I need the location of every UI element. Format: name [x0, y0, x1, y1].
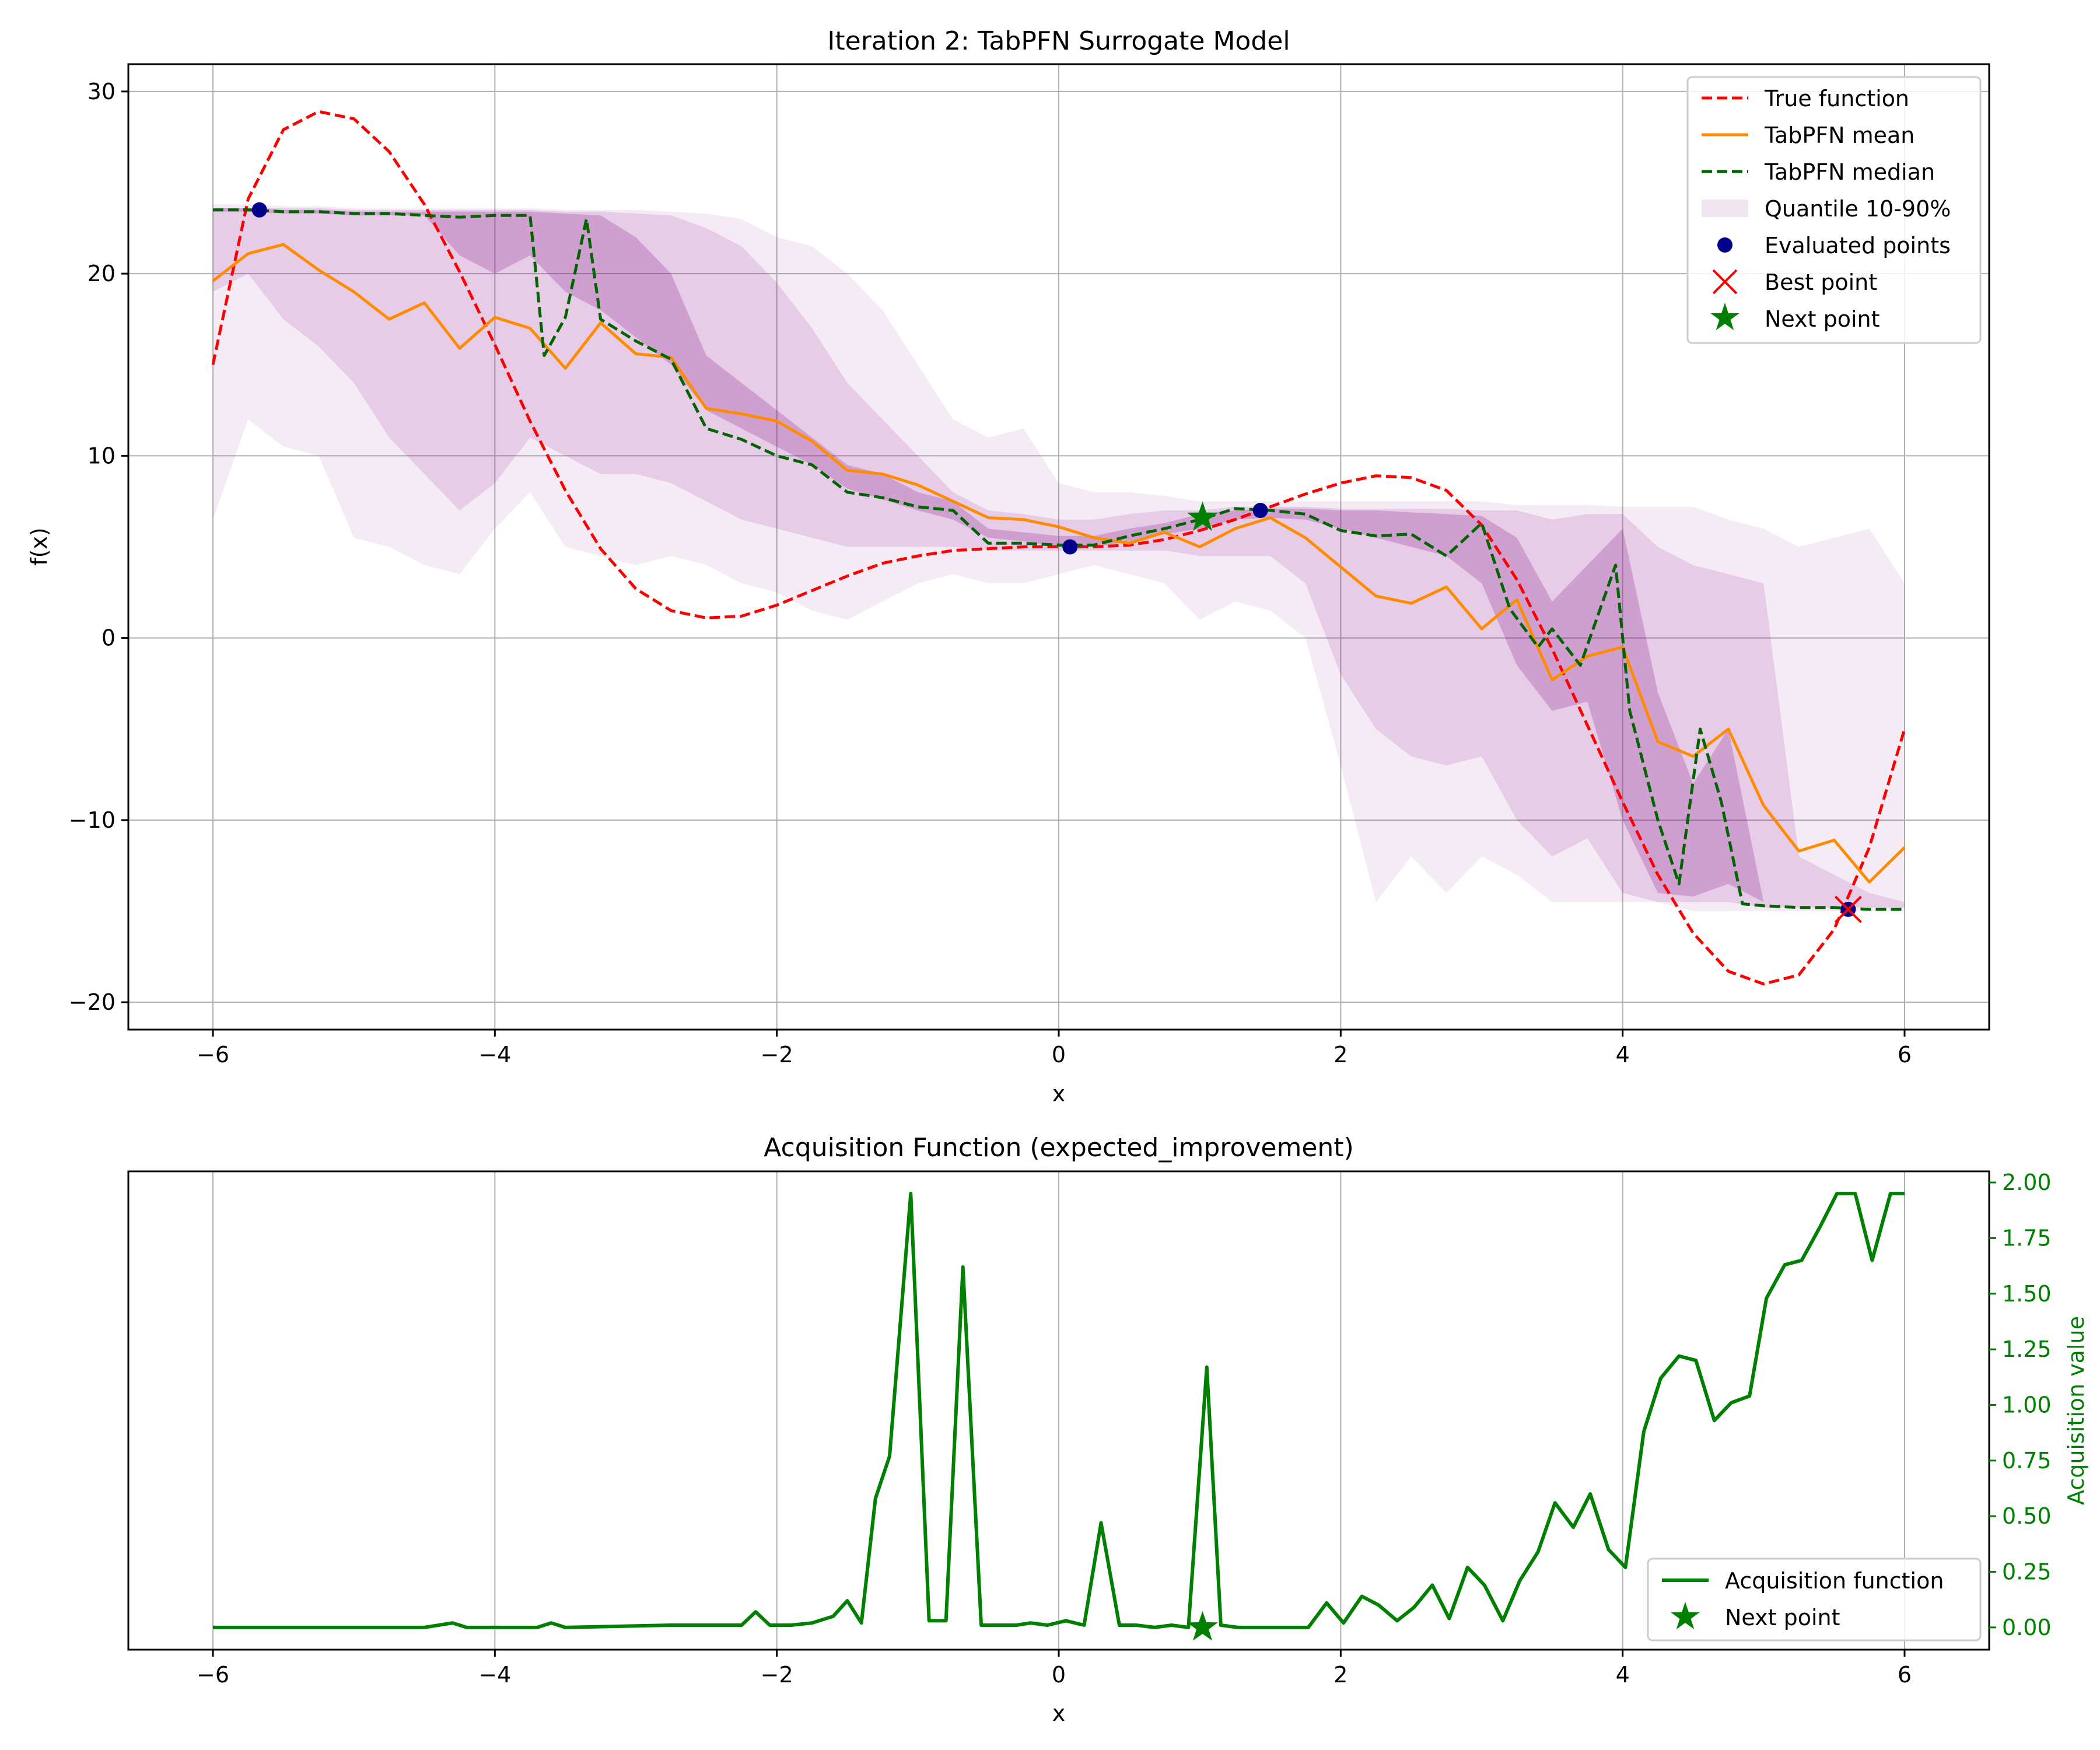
legend-evaluated-swatch — [1717, 237, 1732, 253]
quantile-band-10-90 — [213, 204, 1905, 911]
legend-next-point-swatch — [1671, 1602, 1700, 1629]
top-y-tick-label: 20 — [88, 261, 116, 286]
top-x-ticks: −6 −4 −2 0 2 4 6 — [197, 1030, 1912, 1068]
top-y-tick-label: 30 — [88, 79, 116, 104]
bottom-x-tick-label: −4 — [478, 1662, 511, 1688]
bottom-series-lines — [213, 1192, 1905, 1629]
bottom-y-ticks: 0.00 0.25 0.50 0.75 1.00 1.25 1.50 1.75 2.00 — [1989, 1170, 2052, 1640]
bottom-x-axis-label: x — [1052, 1700, 1066, 1726]
top-series-lines — [211, 110, 1906, 986]
legend-next-point-label: Next point — [1725, 1605, 1840, 1630]
legend-best-swatch — [1712, 269, 1738, 295]
top-y-tick-label: 10 — [88, 443, 116, 468]
bottom-y-tick-label: 2.00 — [2002, 1170, 2052, 1195]
top-x-tick-label: −6 — [197, 1042, 229, 1068]
top-chart-title: Iteration 2: TabPFN Surrogate Model — [827, 26, 1290, 56]
top-y-tick-label: −10 — [69, 807, 116, 833]
best-point-marker — [1834, 895, 1862, 923]
bottom-x-tick-label: 2 — [1334, 1662, 1348, 1688]
top-x-tick-label: 6 — [1898, 1042, 1912, 1068]
top-x-tick-label: −2 — [761, 1042, 793, 1068]
legend-true-function-label: True function — [1764, 86, 1909, 111]
bottom-x-tick-label: 4 — [1616, 1662, 1630, 1688]
legend-quantile-label: Quantile 10-90% — [1765, 196, 1951, 222]
bottom-legend-box — [1647, 1558, 1982, 1642]
top-x-axis-label: x — [1052, 1081, 1066, 1107]
top-x-tick-label: −4 — [478, 1042, 511, 1068]
legend-median-label: TabPFN median — [1764, 159, 1935, 185]
top-legend: True function TabPFN mean TabPFN median … — [1686, 76, 1982, 344]
bottom-y-tick-label: 1.00 — [2002, 1392, 2052, 1418]
bottom-y-tick-label: 0.25 — [2002, 1559, 2052, 1585]
top-y-ticks: −20 −10 0 10 20 30 — [69, 79, 128, 1015]
bottom-legend: Acquisition function Next point — [1647, 1558, 1982, 1642]
top-x-tick-label: 4 — [1616, 1042, 1630, 1068]
bottom-y-tick-label: 0.50 — [2002, 1503, 2052, 1529]
bottom-markers — [1186, 1611, 1219, 1641]
tabpfn-mean-line — [212, 243, 1906, 884]
bottom-x-ticks: −6 −4 −2 0 2 4 6 — [197, 1650, 1912, 1688]
bottom-x-tick-label: 6 — [1898, 1662, 1912, 1688]
top-y-tick-label: 0 — [102, 625, 116, 651]
evaluated-point — [251, 202, 267, 218]
bottom-x-tick-label: 0 — [1052, 1662, 1066, 1688]
top-markers — [251, 202, 1862, 923]
bottom-y-tick-label: 0.75 — [2002, 1448, 2052, 1474]
top-y-axis-label: f(x) — [26, 527, 52, 566]
acquisition-next-point-marker — [1186, 1611, 1219, 1641]
legend-quantile-swatch — [1702, 200, 1748, 217]
legend-next-label: Next point — [1765, 306, 1880, 332]
top-x-tick-label: 2 — [1334, 1042, 1348, 1068]
bottom-y-tick-label: 0.00 — [2002, 1615, 2052, 1640]
bottom-chart-title: Acquisition Function (expected_improveme… — [764, 1133, 1353, 1163]
acquisition-panel: −6 −4 −2 0 2 4 6 0.00 0.25 0.50 0.75 1.00 1.25 1.50 1… — [127, 1133, 2089, 1726]
quantile-band-layers — [213, 204, 1905, 911]
evaluated-point — [1062, 539, 1078, 555]
legend-acquisition-label: Acquisition function — [1725, 1568, 1944, 1594]
top-legend-box — [1686, 76, 1982, 344]
legend-next-swatch — [1710, 303, 1740, 330]
top-x-tick-label: 0 — [1052, 1042, 1066, 1068]
quantile-band-25-75 — [213, 208, 1905, 908]
bottom-y-tick-label: 1.25 — [2002, 1336, 2052, 1362]
evaluated-point — [1252, 503, 1268, 519]
bottom-y-tick-label: 1.75 — [2002, 1225, 2052, 1251]
quantile-band-40-60 — [213, 208, 1905, 908]
top-y-tick-label: −20 — [69, 989, 116, 1015]
bottom-x-tick-label: −2 — [761, 1662, 793, 1688]
next-point-marker — [1186, 501, 1219, 531]
top-gridlines — [128, 64, 1989, 1030]
acquisition-function-line — [213, 1192, 1905, 1629]
tabpfn-median-line — [213, 208, 1905, 911]
legend-mean-label: TabPFN mean — [1764, 123, 1915, 148]
legend-best-label: Best point — [1765, 270, 1877, 295]
bottom-x-tick-label: −6 — [197, 1662, 229, 1688]
legend-evaluated-label: Evaluated points — [1765, 233, 1951, 258]
bottom-y-tick-label: 1.50 — [2002, 1281, 2052, 1307]
bottom-y-axis-label: Acquisition value — [2063, 1316, 2089, 1505]
